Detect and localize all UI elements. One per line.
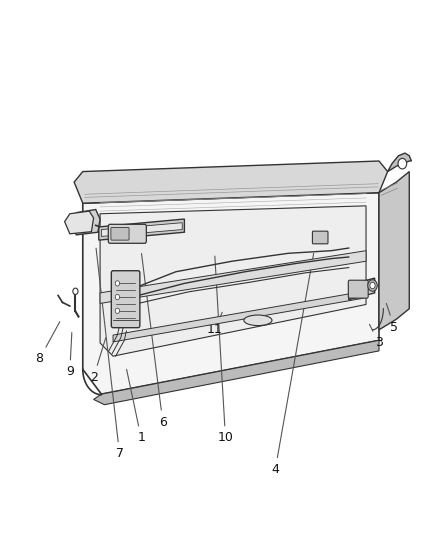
Polygon shape [70,209,100,235]
Text: 4: 4 [271,253,314,476]
Polygon shape [99,219,184,240]
FancyBboxPatch shape [312,231,328,244]
Circle shape [398,158,406,169]
Text: 5: 5 [386,303,398,334]
FancyBboxPatch shape [111,228,129,240]
Text: 8: 8 [35,322,60,365]
Ellipse shape [244,315,272,326]
Polygon shape [349,278,374,300]
Polygon shape [388,153,411,172]
Polygon shape [379,172,409,330]
Circle shape [115,308,120,313]
Text: 2: 2 [90,338,106,384]
Circle shape [115,294,120,300]
Circle shape [73,288,78,294]
FancyBboxPatch shape [348,280,368,298]
Text: 6: 6 [141,253,167,429]
FancyBboxPatch shape [111,271,140,328]
Text: 3: 3 [370,325,383,350]
Circle shape [115,281,120,286]
Text: 9: 9 [66,333,74,378]
Text: 10: 10 [215,256,233,445]
Polygon shape [65,211,94,234]
Polygon shape [100,251,366,303]
Text: 7: 7 [96,248,124,460]
Polygon shape [101,223,182,237]
Polygon shape [83,192,379,394]
Polygon shape [113,292,364,342]
Text: 11: 11 [207,312,223,336]
FancyBboxPatch shape [108,224,146,243]
Circle shape [370,282,375,289]
Polygon shape [94,341,379,405]
Text: 1: 1 [127,369,145,445]
Polygon shape [100,206,366,356]
Polygon shape [74,161,388,203]
Circle shape [368,280,377,292]
